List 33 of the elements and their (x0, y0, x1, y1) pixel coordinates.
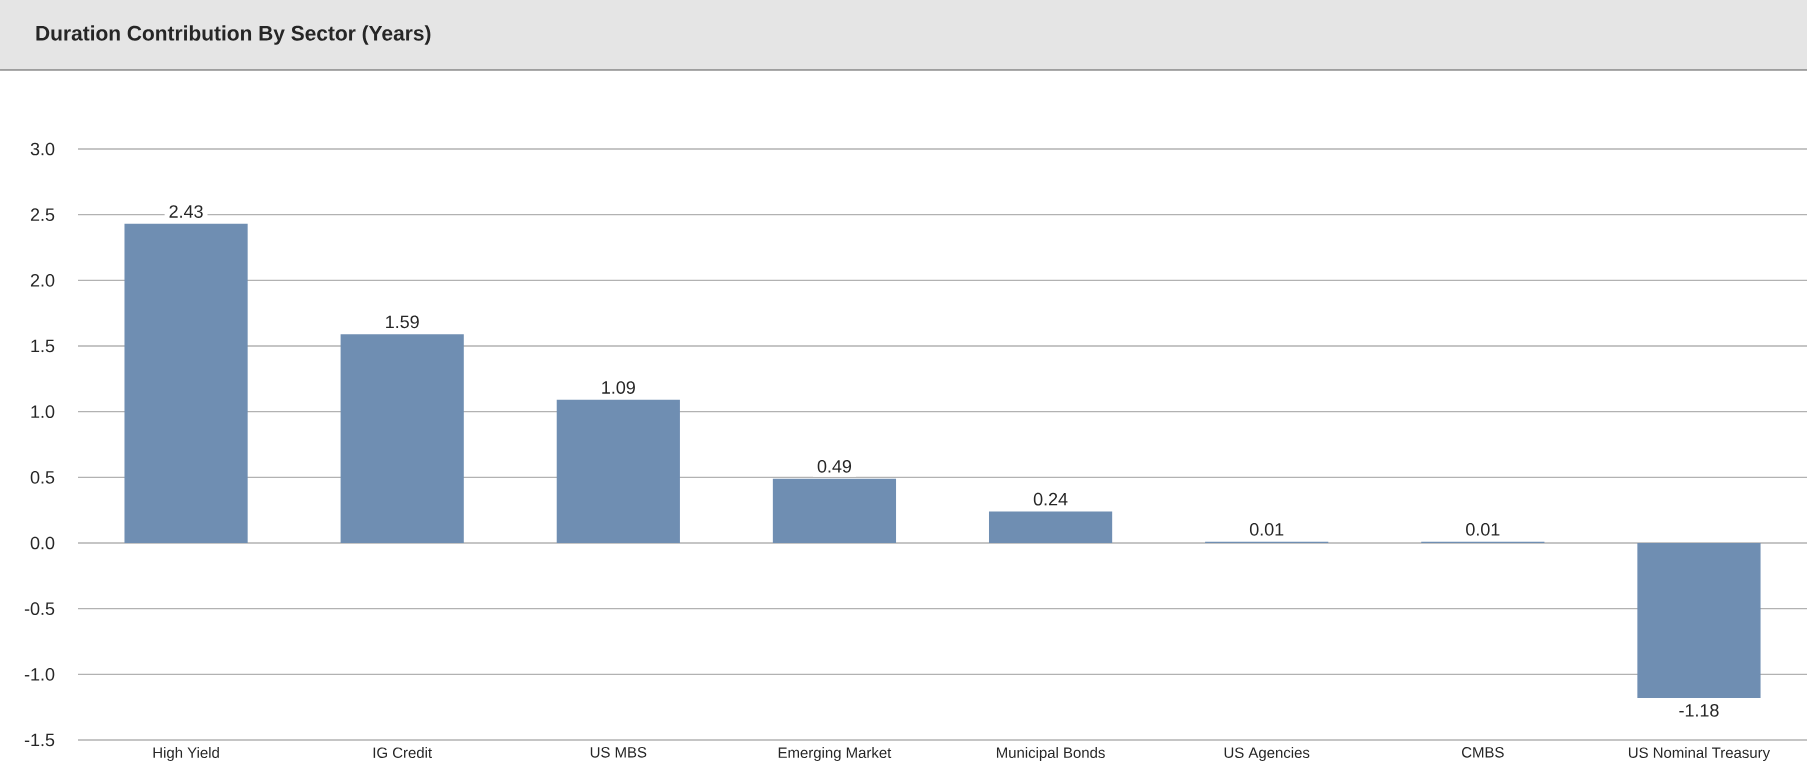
y-tick-label: -1.0 (24, 667, 55, 681)
data-label: 1.59 (386, 315, 419, 329)
bar (988, 511, 1113, 543)
x-tick-label: High Yield (153, 747, 219, 761)
bar (124, 223, 248, 543)
x-tick-label: CMBS (1461, 747, 1504, 758)
y-tick-label: 2.0 (30, 273, 55, 287)
data-label: 2.43 (169, 205, 203, 218)
bar (1637, 543, 1761, 698)
x-tick-label: US Nominal Treasury (1628, 747, 1771, 761)
x-tick-label: Municipal Bonds (996, 747, 1105, 761)
x-tick-label: US Agencies (1224, 747, 1310, 761)
x-tick-label: IG Credit (373, 747, 432, 759)
data-label: 0.49 (817, 459, 852, 473)
y-tick-label: 0.5 (30, 470, 55, 484)
chart-title: Duration Contribution By Sector (Years) (36, 25, 431, 45)
x-tick-label: Emerging Market (778, 747, 892, 761)
bar (772, 478, 897, 543)
y-tick-label: 3.0 (30, 142, 55, 156)
data-label: 0.01 (1249, 523, 1284, 536)
y-tick-label: 1.0 (31, 405, 55, 419)
data-label: 0.01 (1466, 523, 1500, 536)
data-label: -1.18 (1679, 703, 1719, 717)
x-tick-label: US MBS (590, 747, 647, 758)
bar (340, 334, 464, 543)
y-tick-label: -0.5 (24, 602, 55, 616)
bar (556, 399, 680, 543)
data-label: 1.09 (602, 381, 635, 394)
y-tick-label: 0.0 (30, 536, 55, 550)
y-tick-label: 1.5 (31, 339, 55, 353)
data-label: 0.24 (1033, 492, 1068, 506)
y-tick-label: 2.5 (30, 208, 55, 222)
y-tick-label: -1.5 (24, 733, 55, 747)
